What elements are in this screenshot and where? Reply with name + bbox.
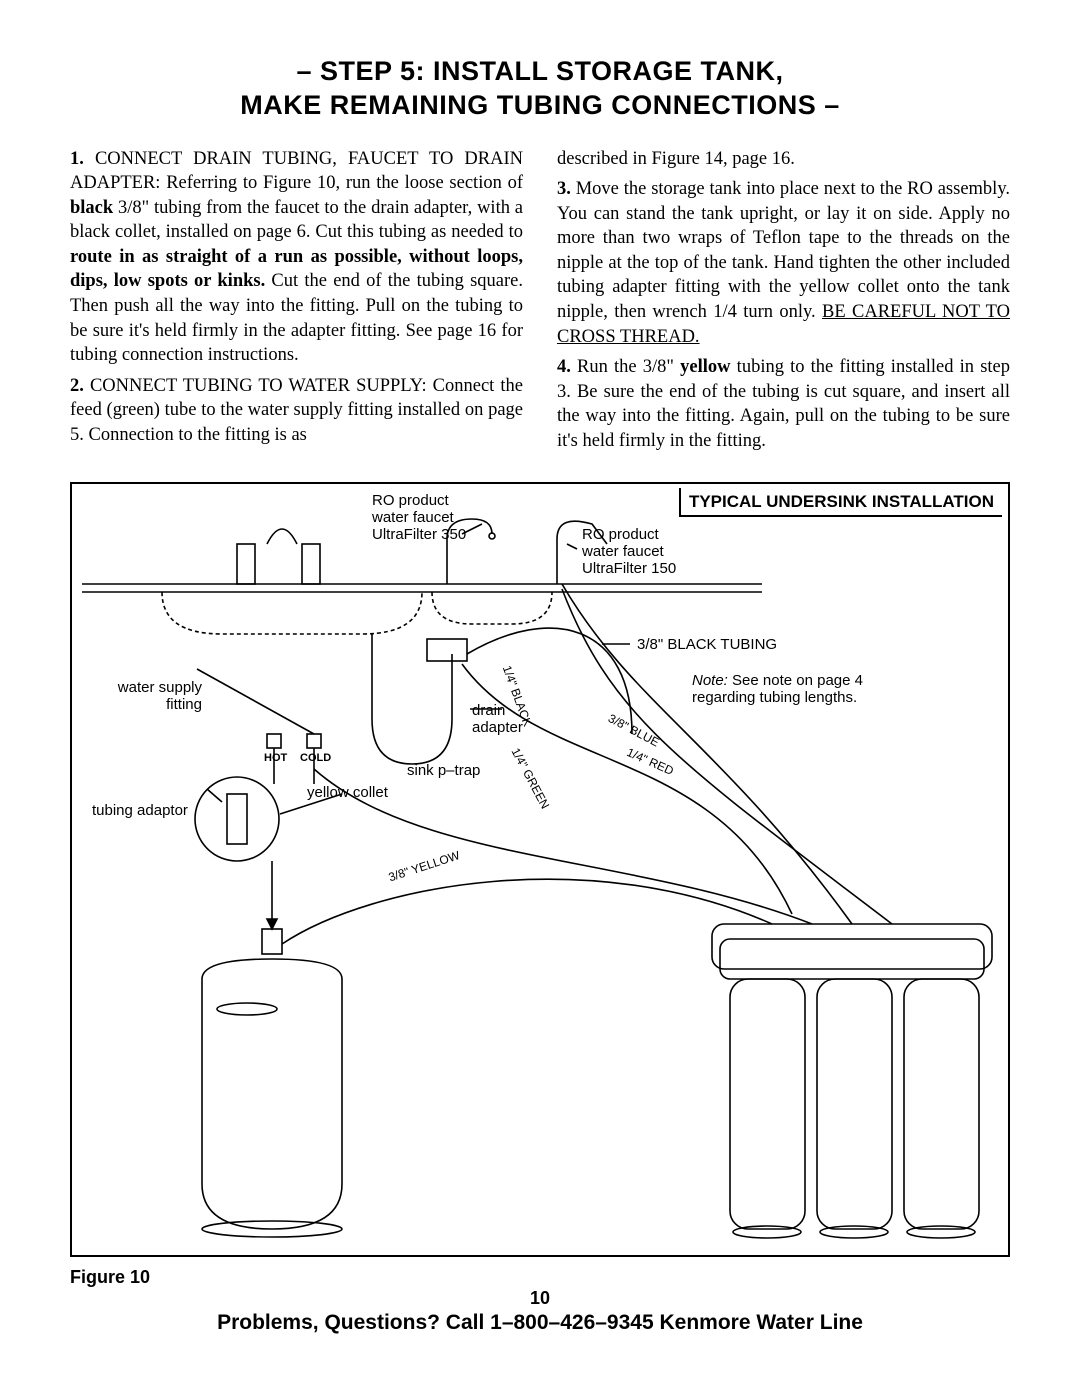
drain-l1: drain [472, 702, 505, 719]
lbl-note: Note: See note on page 4 regarding tubin… [692, 672, 902, 707]
lbl-black38: 3/8" BLACK TUBING [637, 636, 777, 653]
para-cont: described in Figure 14, page 16. [557, 147, 1010, 172]
page-footer: Problems, Questions? Call 1–800–426–9345… [70, 1311, 1010, 1335]
figure-box: TYPICAL UNDERSINK INSTALLATION [70, 482, 1010, 1257]
p1-text-a: CONNECT DRAIN TUBING, FAUCET TO DRAIN AD… [70, 149, 523, 194]
para-1: 1. CONNECT DRAIN TUBING, FAUCET TO DRAIN… [70, 147, 523, 368]
diagram-svg [72, 484, 1008, 1255]
ro150-l3: UltraFilter 150 [582, 560, 676, 577]
lbl-hot: HOT [264, 752, 287, 765]
ro150-l2: water faucet [582, 543, 664, 560]
para-4: 4. Run the 3/8" yellow tubing to the fit… [557, 355, 1010, 453]
p4-bold: yellow [680, 357, 730, 377]
p4-text-a: Run the 3/8" [571, 357, 680, 377]
note-lead: Note: [692, 672, 728, 689]
column-left: 1. CONNECT DRAIN TUBING, FAUCET TO DRAIN… [70, 147, 523, 460]
lbl-tubing-adaptor: tubing adaptor [92, 802, 188, 819]
p2-num: 2. [70, 376, 84, 396]
p3-text: Move the storage tank into place next to… [557, 179, 1010, 322]
lbl-ptrap: sink p–trap [407, 762, 480, 779]
para-3: 3. Move the storage tank into place next… [557, 177, 1010, 349]
para-2: 2. CONNECT TUBING TO WATER SUPPLY: Conne… [70, 374, 523, 448]
lbl-ro350: RO product water faucet UltraFilter 350 [372, 492, 466, 544]
lbl-yellow-collet: yellow collet [307, 784, 388, 801]
page-number: 10 [70, 1288, 1010, 1309]
lbl-water-supply: water supply fitting [102, 679, 202, 714]
p2-text: CONNECT TUBING TO WATER SUPPLY: Connect … [70, 376, 523, 445]
ro350-l2: water faucet [372, 509, 454, 526]
ws-l2: fitting [166, 696, 202, 713]
figure-caption: Figure 10 [70, 1267, 1010, 1288]
ro150-l1: RO product [582, 526, 659, 543]
lbl-cold: COLD [300, 752, 331, 765]
ws-l1: water supply [118, 679, 202, 696]
heading-line1: – STEP 5: INSTALL STORAGE TANK, [296, 56, 783, 86]
body-columns: 1. CONNECT DRAIN TUBING, FAUCET TO DRAIN… [70, 147, 1010, 460]
p1-num: 1. [70, 149, 84, 169]
page-heading: – STEP 5: INSTALL STORAGE TANK, MAKE REM… [70, 55, 1010, 123]
drain-l2: adapter [472, 719, 523, 736]
heading-line2: MAKE REMAINING TUBING CONNECTIONS – [240, 90, 840, 120]
ro350-l1: RO product [372, 492, 449, 509]
p1-bold1: black [70, 198, 113, 218]
column-right: described in Figure 14, page 16. 3. Move… [557, 147, 1010, 460]
ro350-l3: UltraFilter 350 [372, 526, 466, 543]
lbl-ro150: RO product water faucet UltraFilter 150 [582, 526, 676, 578]
p4-num: 4. [557, 357, 571, 377]
p3-num: 3. [557, 179, 571, 199]
p1-text-b: 3/8" tubing from the faucet to the drain… [70, 198, 523, 243]
